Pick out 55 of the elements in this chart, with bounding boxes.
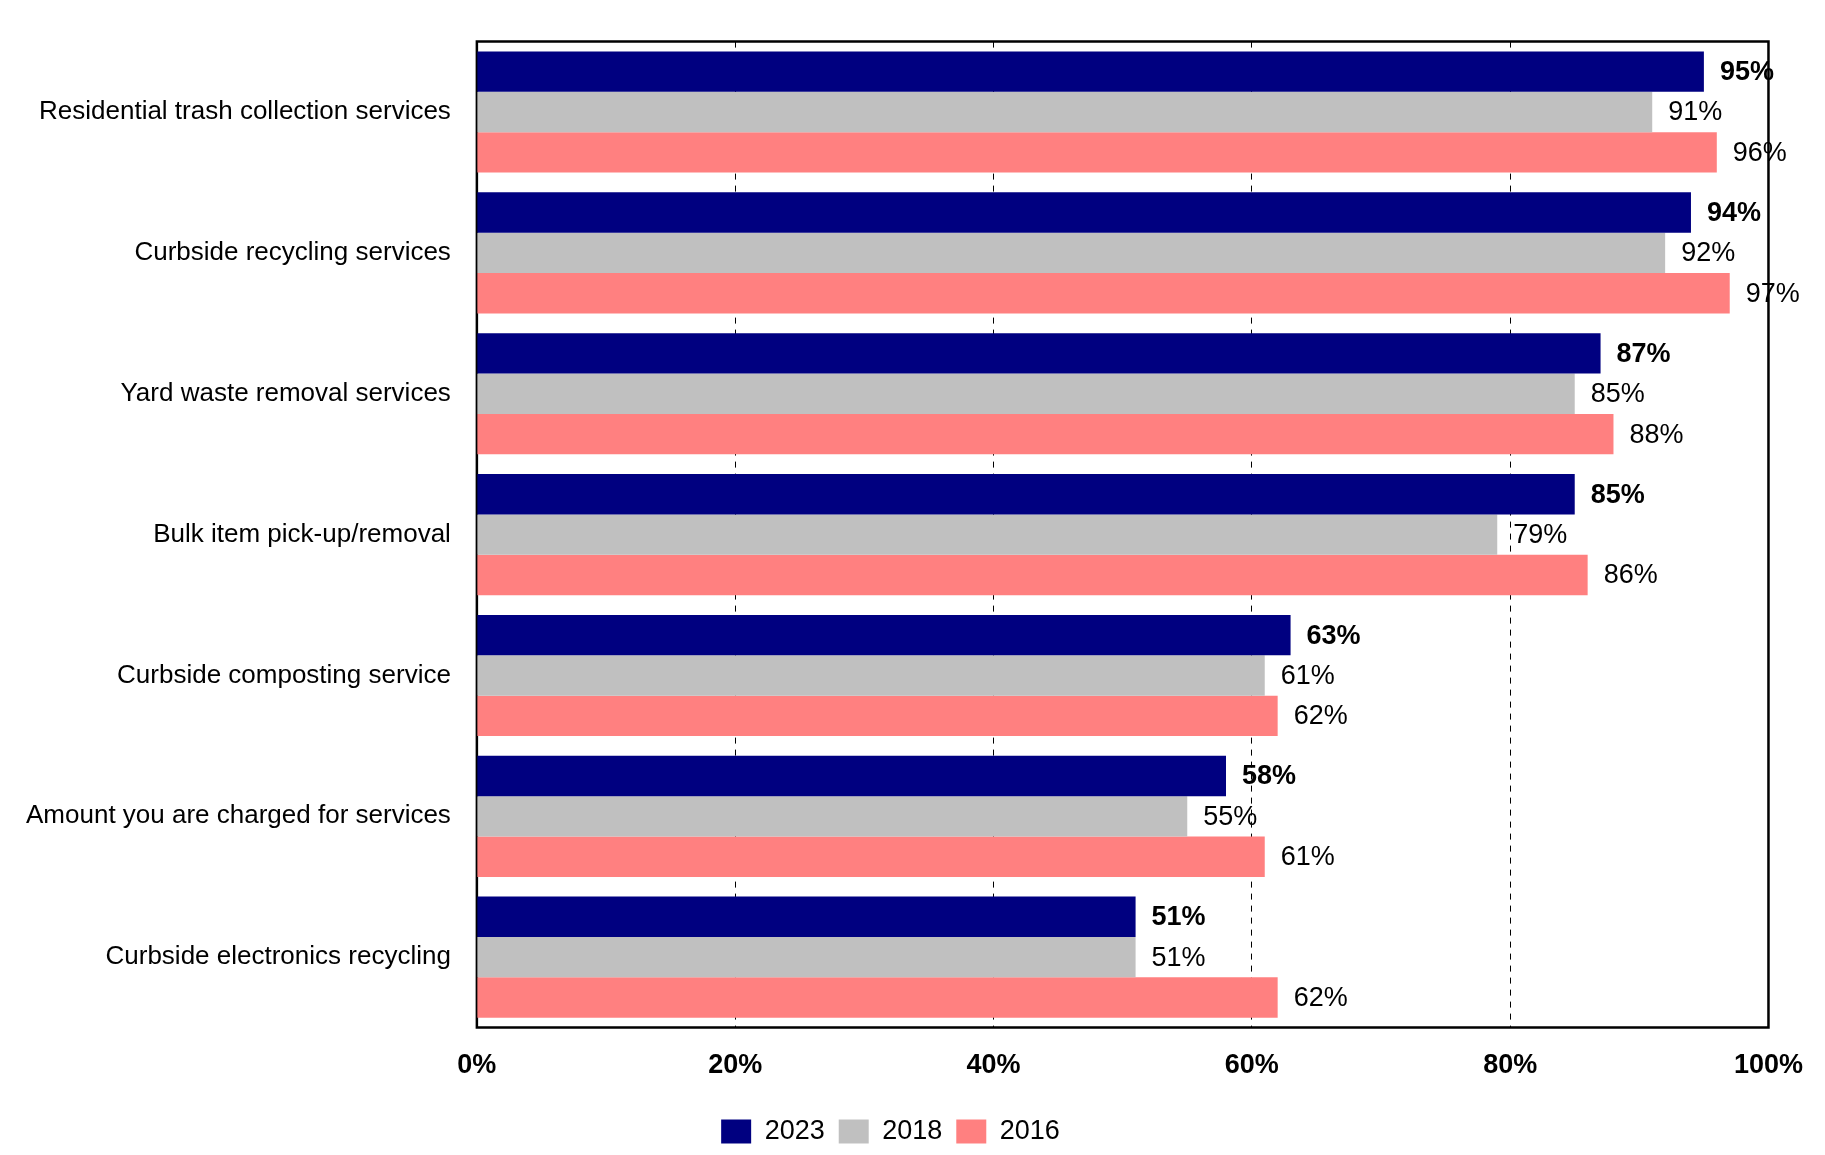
data-label: 61%: [1280, 841, 1335, 872]
data-label: 85%: [1590, 378, 1645, 409]
bar: [477, 896, 1136, 937]
x-tick-label: 60%: [1224, 1049, 1279, 1080]
data-label: 91%: [1668, 96, 1723, 127]
bar: [477, 614, 1291, 656]
bar: [477, 936, 1136, 978]
bar: [477, 273, 1730, 314]
data-label: 51%: [1151, 941, 1206, 972]
bar: [477, 514, 1498, 555]
data-label: 92%: [1681, 237, 1736, 268]
bar: [477, 373, 1575, 414]
data-label: 55%: [1203, 800, 1258, 831]
legend-label: 2016: [999, 1114, 1060, 1145]
x-tick-label: 100%: [1733, 1049, 1803, 1080]
data-label: 62%: [1293, 982, 1348, 1012]
bar: [477, 413, 1614, 455]
legend-label: 2023: [764, 1114, 825, 1145]
x-tick-label: 20%: [708, 1049, 763, 1080]
data-label: 87%: [1616, 337, 1671, 368]
y-tick-label: Bulk item pick-up/removal: [153, 517, 451, 548]
y-tick-label: Amount you are charged for services: [26, 799, 451, 830]
x-tick-label: 80%: [1483, 1049, 1538, 1080]
y-tick-label: Curbside electronics recycling: [105, 940, 451, 971]
data-label: 51%: [1151, 901, 1206, 932]
bar: [477, 51, 1704, 92]
bar: [477, 695, 1278, 737]
bar: [477, 333, 1601, 374]
data-label: 88%: [1629, 418, 1684, 449]
bar: [477, 554, 1588, 596]
y-tick-label: Curbside recycling services: [134, 236, 451, 267]
x-tick-label: 0%: [457, 1049, 497, 1080]
data-label: 94%: [1706, 196, 1762, 227]
data-label: 86%: [1603, 559, 1658, 590]
data-label: 85%: [1590, 478, 1645, 509]
bar: [477, 91, 1653, 133]
data-label: 58%: [1242, 760, 1297, 791]
bar: [477, 796, 1188, 837]
legend-label: 2018: [882, 1114, 943, 1145]
bar: [477, 474, 1575, 515]
data-label: 79%: [1513, 519, 1568, 550]
bar: [477, 132, 1717, 173]
y-tick-label: Yard waste removal services: [120, 376, 451, 407]
bar: [477, 192, 1691, 233]
data-label: 62%: [1293, 700, 1348, 731]
data-label: 61%: [1280, 659, 1335, 690]
bar: [477, 232, 1666, 274]
bar: [477, 755, 1226, 797]
data-label: 63%: [1306, 619, 1361, 650]
y-tick-label: Curbside composting service: [117, 658, 451, 689]
y-tick-label: Residential trash collection services: [39, 95, 451, 126]
x-tick-label: 40%: [966, 1049, 1021, 1080]
bar: [477, 977, 1278, 1018]
bar: [477, 836, 1265, 877]
bar: [477, 655, 1265, 696]
